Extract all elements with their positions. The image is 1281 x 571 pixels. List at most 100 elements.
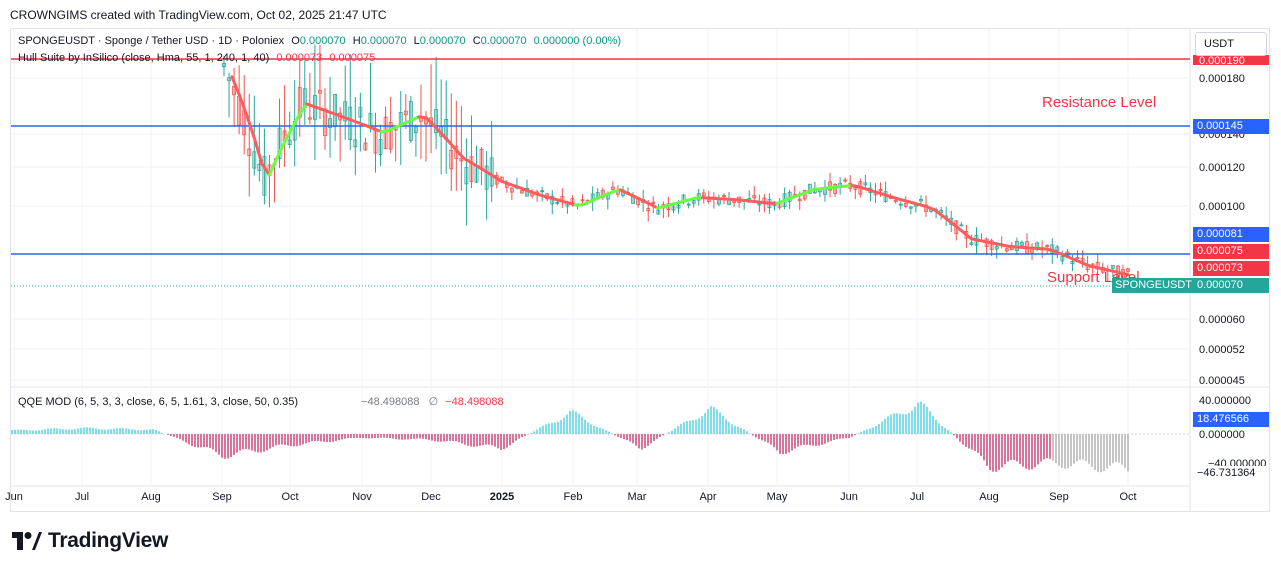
candle-body: [610, 186, 615, 190]
qqe-tick-label: 0.000000: [1199, 429, 1245, 441]
hull-price-tag-b: 0.000073: [1193, 261, 1269, 276]
candle-body: [252, 151, 257, 169]
time-tick-label: Aug: [979, 491, 999, 503]
candle-body: [222, 62, 226, 68]
candle-body: [247, 148, 252, 157]
low-value: 0.000070: [419, 35, 466, 47]
close-value: 0.000070: [480, 35, 527, 47]
candle-body: [1126, 268, 1130, 272]
candle-body: [459, 157, 464, 162]
hull-price-tag-a: 0.000075: [1193, 244, 1269, 259]
candle-body: [484, 165, 489, 190]
symbol-title: SPONGEUSDT · Sponge / Tether USD · 1D · …: [18, 35, 285, 47]
candle-body: [363, 142, 368, 151]
price-tick-label: 0.000052: [1199, 344, 1245, 356]
candle-body: [555, 201, 560, 204]
top-line-price-label: 0.000190: [1199, 55, 1245, 67]
chart-frame[interactable]: [10, 28, 1270, 512]
candle-body: [878, 189, 883, 192]
time-tick-label: Sep: [1049, 491, 1069, 503]
hull-segment: [290, 113, 301, 131]
price-tick-label: 0.000100: [1199, 201, 1245, 213]
high-label: H: [352, 35, 361, 47]
top-line-price-tag: [1193, 55, 1269, 65]
candle-body: [1075, 257, 1080, 259]
candle-body: [989, 240, 994, 250]
level-81-price-tag: 0.000081: [1193, 227, 1269, 242]
tradingview-wordmark: TradingView: [48, 529, 169, 552]
candle-body: [287, 139, 292, 145]
chart-credit: CROWNGIMS created with TradingView.com, …: [10, 8, 387, 22]
candle-body: [1070, 261, 1075, 264]
candle-body: [686, 203, 691, 206]
candle-body: [656, 209, 661, 215]
open-value: 0.000070: [299, 35, 346, 47]
open-label: O: [291, 35, 300, 47]
candle-body: [1009, 247, 1014, 251]
symbol-legend[interactable]: SPONGEUSDT · Sponge / Tether USD · 1D · …: [18, 35, 621, 47]
hull-segment: [432, 123, 443, 135]
candle-body: [489, 157, 494, 187]
change-value: 0.000000 (0.00%): [533, 35, 622, 47]
hull-segment: [1119, 271, 1130, 277]
time-tick-label: Sep: [212, 491, 232, 503]
candle-body: [1020, 242, 1024, 246]
tradingview-logo-icon: [12, 532, 42, 550]
candle-body: [691, 199, 696, 204]
candle-body: [676, 204, 681, 209]
hull-segment: [267, 156, 279, 177]
candle-body: [232, 85, 237, 96]
qqe-legend[interactable]: QQE MOD (6, 5, 3, 3, close, 6, 5, 1.61, …: [18, 395, 504, 408]
candle-body: [1004, 248, 1009, 252]
hull-segment: [939, 213, 951, 223]
candle-body: [959, 224, 964, 227]
candle-body: [348, 106, 353, 140]
candle-body: [388, 122, 393, 150]
hull-label: Hull Suite by InSilico (close, Hma, 55, …: [18, 52, 270, 64]
tradingview-logo[interactable]: TradingView: [12, 529, 168, 553]
candle-body: [580, 199, 585, 202]
candle-body: [939, 210, 944, 214]
candle-body: [378, 139, 383, 155]
hull-segment: [439, 131, 451, 143]
currency-selector[interactable]: USDT: [1195, 32, 1267, 56]
time-tick-label: Aug: [141, 491, 161, 503]
candle-body: [358, 107, 363, 118]
candle-body: [969, 242, 974, 245]
candle-body: [994, 246, 999, 250]
hull-segment: [954, 225, 966, 235]
last-price-tag: 0.000070: [1193, 278, 1269, 293]
hull-segment: [252, 136, 264, 166]
candle-body: [863, 182, 868, 186]
candle-body: [1045, 244, 1050, 248]
price-tick-label: 0.000045: [1199, 375, 1245, 387]
candle-body: [797, 198, 802, 202]
high-value: 0.000070: [360, 35, 407, 47]
candle-body: [257, 163, 262, 171]
hull-segment: [947, 219, 958, 229]
qqe-label: QQE MOD (6, 5, 3, 3, close, 6, 5, 1.61, …: [18, 396, 299, 408]
hull-legend[interactable]: Hull Suite by InSilico (close, Hma, 55, …: [18, 52, 375, 64]
time-tick-label: May: [767, 491, 788, 503]
time-tick-label: Apr: [699, 491, 716, 503]
candle-body: [1055, 246, 1060, 251]
qqe-value-1: −48.498088: [361, 396, 420, 408]
candle-body: [540, 190, 545, 193]
qqe-bottom-tag: −46.731364: [1193, 466, 1269, 481]
resistance-annotation: Resistance Level: [1042, 94, 1157, 111]
hull-segment: [275, 141, 286, 160]
candle-body: [520, 190, 524, 194]
hull-segment: [230, 75, 241, 97]
candle-body: [343, 101, 348, 122]
price-tick-label: 0.000060: [1199, 314, 1245, 326]
candle-body: [353, 139, 358, 148]
qqe-value-2: −48.498088: [445, 396, 504, 408]
candle-body: [828, 181, 832, 191]
time-tick-label: Mar: [628, 491, 647, 503]
hull-segment: [245, 114, 256, 140]
candle-body: [807, 183, 812, 194]
candle-body: [752, 195, 757, 199]
hull-segment: [237, 93, 249, 118]
candle-body: [903, 202, 908, 207]
